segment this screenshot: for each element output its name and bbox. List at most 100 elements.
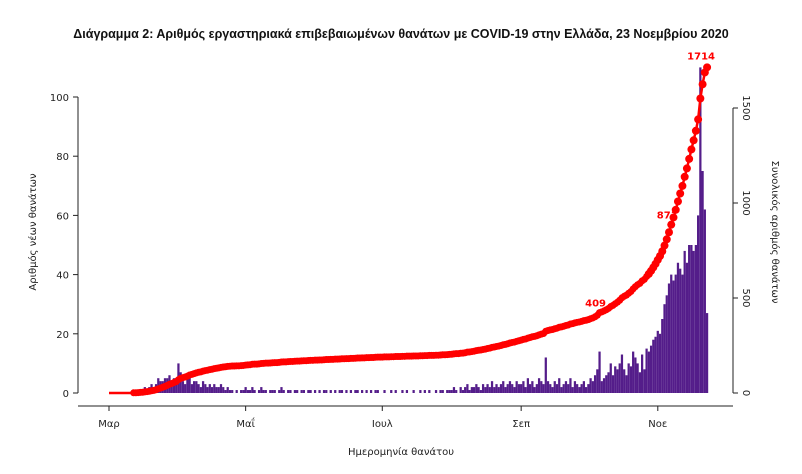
bar [522, 381, 525, 393]
cumulative-point [691, 126, 700, 135]
bar [654, 336, 657, 393]
bar [506, 384, 509, 393]
cumulative-point [687, 145, 696, 154]
bar [455, 390, 458, 393]
bar [269, 390, 272, 393]
bar [470, 387, 473, 393]
bar [179, 372, 182, 393]
bar [325, 390, 328, 393]
bar [685, 262, 689, 393]
bar [208, 384, 211, 393]
bar [280, 387, 283, 393]
bar [555, 384, 559, 393]
bar [217, 387, 220, 393]
bar [365, 390, 368, 393]
bar [228, 390, 232, 393]
bar [242, 390, 245, 393]
cumulative-point [676, 189, 685, 198]
bar [488, 387, 491, 393]
bar [645, 348, 648, 393]
bar [412, 390, 415, 393]
bar [703, 209, 706, 393]
bar [672, 280, 675, 393]
bar [369, 390, 373, 393]
bar [542, 384, 545, 393]
bar [495, 384, 498, 393]
bar [479, 390, 482, 393]
bar [282, 390, 285, 393]
cumulative-point [694, 115, 703, 124]
bar [567, 384, 570, 393]
bar [578, 387, 581, 393]
bar [614, 366, 617, 393]
bar [475, 384, 478, 393]
bar [257, 390, 261, 393]
bar [643, 369, 646, 393]
bar [569, 378, 572, 393]
bar [219, 384, 223, 393]
bar [497, 387, 500, 393]
chart-title: Διάγραμμα 2: Αριθμός εργαστηριακά επιβεβ… [73, 27, 728, 41]
bar [694, 245, 697, 393]
bar [564, 381, 568, 393]
bar [585, 387, 588, 393]
bar [448, 390, 451, 393]
bar [452, 387, 456, 393]
bar [553, 381, 556, 393]
y-tick-right-label: 1000 [740, 190, 751, 215]
y-tick-left-label: 60 [56, 211, 69, 222]
bar [593, 375, 597, 393]
y-tick-left-label: 100 [50, 93, 69, 104]
bar [273, 390, 276, 393]
bar [616, 369, 619, 393]
bar [551, 387, 554, 393]
annotation-label: 1714 [687, 51, 715, 62]
cumulative-line [109, 66, 709, 395]
bar [589, 378, 592, 393]
cumulative-line-series: 409 871 1714 [109, 51, 715, 397]
bar [670, 274, 673, 393]
bar [486, 384, 489, 393]
bar [515, 381, 518, 393]
cumulative-point [662, 235, 671, 244]
bar [240, 390, 243, 393]
bar [405, 390, 409, 393]
bar [688, 245, 691, 393]
bar [587, 384, 590, 393]
bar [262, 390, 265, 393]
cumulative-point [698, 80, 707, 89]
bar [394, 390, 397, 393]
bar [428, 390, 431, 393]
bar [632, 351, 635, 393]
bar [464, 387, 467, 393]
bar [627, 363, 630, 393]
bar [296, 390, 299, 393]
bar [466, 384, 469, 393]
bar [287, 390, 290, 393]
bar [701, 171, 704, 393]
bar [647, 351, 650, 393]
y-tick-right-label: 500 [740, 288, 751, 307]
cumulative-point [682, 164, 691, 173]
bar [293, 390, 297, 393]
bar [582, 381, 585, 393]
bar [226, 387, 229, 393]
cumulative-point [703, 63, 712, 72]
bar [598, 351, 601, 393]
bar [649, 345, 653, 393]
bar [481, 384, 485, 393]
bar [461, 390, 465, 393]
bar [251, 387, 254, 393]
bar [190, 384, 193, 393]
bar [441, 390, 444, 393]
cumulative-point [673, 197, 682, 206]
bar [300, 390, 303, 393]
x-tick-label: Μαΐ [236, 416, 255, 430]
bar [264, 390, 267, 393]
bar [345, 390, 348, 393]
bar [679, 268, 682, 393]
bar [549, 384, 552, 393]
bar [197, 384, 200, 393]
bar [222, 387, 225, 393]
